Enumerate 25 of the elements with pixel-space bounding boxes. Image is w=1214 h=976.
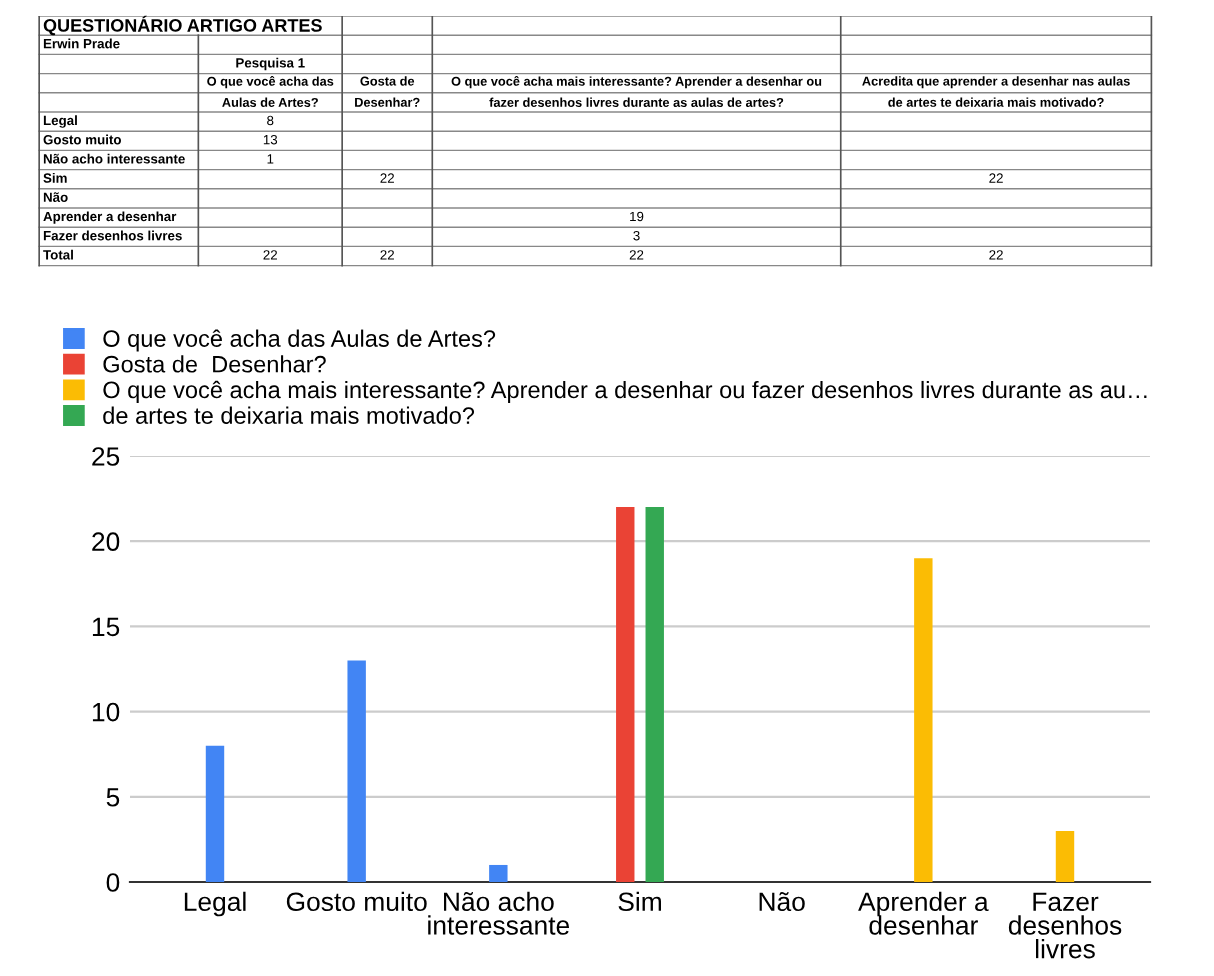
y-tick-label: 15 <box>92 617 120 637</box>
text: QUESTIONÁRIO ARTIGO ARTES <box>43 15 322 36</box>
bar <box>489 864 508 882</box>
x-tick-label: Aprender a desenhar <box>858 891 989 935</box>
legend-label: O que você acha mais interessante? Aprender a desenhar ou fazer desenhos livres durante as au… <box>103 380 1147 403</box>
bar <box>347 660 366 882</box>
y-tick-label: 20 <box>92 532 120 552</box>
bar <box>1055 830 1075 882</box>
x-tick-label: Gosto muito <box>286 891 427 912</box>
x-tick-label: Fazer desenhos livres <box>1008 892 1122 959</box>
legend-label: de artes te deixaria mais motivado? <box>103 406 475 424</box>
bar <box>205 745 225 882</box>
y-tick-label: 10 <box>92 702 120 722</box>
bar <box>914 558 933 882</box>
y-tick-label: 5 <box>106 788 120 807</box>
y-tick-label: 0 <box>106 873 120 892</box>
legend-label: O que você acha das Aulas de Artes? <box>103 329 496 352</box>
x-tick-label: Sim <box>618 891 661 912</box>
y-tick-label: 25 <box>92 447 120 466</box>
x-tick-label: Não acho interessante <box>428 891 570 935</box>
x-tick-label: Não <box>759 891 805 912</box>
bar <box>645 507 664 882</box>
legend-label: Gosta de Desenhar? <box>103 355 326 373</box>
x-tick-label: Legal <box>184 891 246 917</box>
bar <box>616 507 635 882</box>
